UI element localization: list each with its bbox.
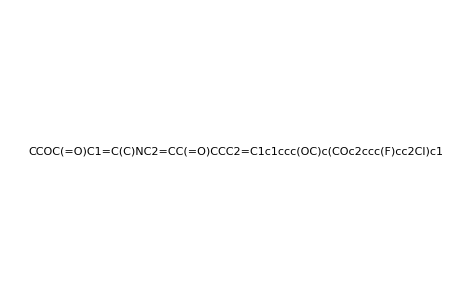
Text: CCOC(=O)C1=C(C)NC2=CC(=O)CCC2=C1c1ccc(OC)c(COc2ccc(F)cc2Cl)c1: CCOC(=O)C1=C(C)NC2=CC(=O)CCC2=C1c1ccc(OC… bbox=[28, 146, 442, 157]
